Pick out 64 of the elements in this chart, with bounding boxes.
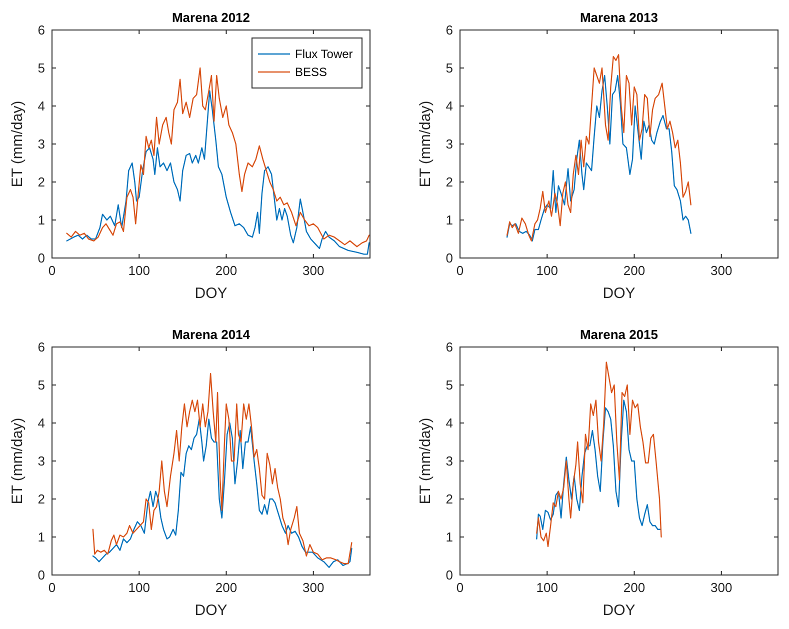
y-tick-label: 3 xyxy=(38,454,45,468)
y-tick-label: 1 xyxy=(38,212,45,228)
y-tick-label: 2 xyxy=(38,492,45,506)
x-tick-label: 200 xyxy=(215,263,238,278)
y-tick-label: 3 xyxy=(446,136,453,152)
y-tick-label: 5 xyxy=(38,60,45,76)
y-tick-label: 5 xyxy=(38,378,45,392)
y-tick-label: 1 xyxy=(446,212,453,228)
x-tick-label: 0 xyxy=(456,580,464,595)
x-tick-label: 200 xyxy=(215,580,238,595)
y-tick-label: 0 xyxy=(446,250,453,266)
line-series xyxy=(536,362,662,548)
y-tick-label: 4 xyxy=(38,416,45,430)
y-axis-title: ET (mm/day) xyxy=(417,418,434,504)
y-axis-title: ET (mm/day) xyxy=(9,418,26,504)
y-tick-label: 1 xyxy=(38,530,45,544)
chart-title: Marena 2015 xyxy=(580,327,658,342)
line-series xyxy=(66,67,370,248)
chart-title: Marena 2012 xyxy=(172,10,250,25)
line-series xyxy=(92,418,352,568)
x-axis-title: DOY xyxy=(194,602,228,619)
x-tick-label: 200 xyxy=(623,263,646,278)
x-tick-label: 100 xyxy=(536,263,558,278)
line-series xyxy=(92,373,352,564)
y-tick-label: 6 xyxy=(446,22,453,38)
y-tick-label: 6 xyxy=(38,340,45,354)
x-tick-label: 200 xyxy=(623,580,646,595)
line-series xyxy=(66,90,370,255)
x-axis-title: DOY xyxy=(194,285,228,302)
y-tick-label: 5 xyxy=(446,378,453,392)
y-tick-label: 2 xyxy=(38,174,45,190)
x-tick-label: 0 xyxy=(48,580,56,595)
x-tick-label: 300 xyxy=(710,580,732,595)
y-tick-label: 2 xyxy=(446,174,453,190)
y-tick-label: 3 xyxy=(38,136,45,152)
x-tick-label: 0 xyxy=(456,263,464,278)
line-series xyxy=(536,400,661,540)
y-tick-label: 5 xyxy=(446,60,453,76)
y-tick-label: 4 xyxy=(38,98,45,114)
legend-label: BESS xyxy=(295,65,328,79)
y-tick-label: 0 xyxy=(446,568,453,582)
y-axis-title: ET (mm/day) xyxy=(9,100,26,188)
y-tick-label: 4 xyxy=(446,416,453,430)
x-tick-label: 300 xyxy=(302,263,324,278)
y-tick-label: 3 xyxy=(446,454,453,468)
y-tick-label: 0 xyxy=(38,250,45,266)
y-tick-label: 1 xyxy=(446,530,453,544)
x-axis-title: DOY xyxy=(602,602,636,619)
chart-title: Marena 2013 xyxy=(580,10,658,25)
y-tick-label: 6 xyxy=(38,22,45,38)
x-tick-label: 300 xyxy=(710,263,732,278)
x-tick-label: 100 xyxy=(536,580,558,595)
chart-title: Marena 2014 xyxy=(172,327,251,342)
y-tick-label: 6 xyxy=(446,340,453,354)
x-tick-label: 100 xyxy=(128,263,150,278)
x-tick-label: 0 xyxy=(48,263,56,278)
x-axis-title: DOY xyxy=(602,285,636,302)
y-tick-label: 4 xyxy=(446,98,453,114)
y-tick-label: 2 xyxy=(446,492,453,506)
x-tick-label: 100 xyxy=(128,580,150,595)
legend-label: Flux Tower xyxy=(295,47,353,61)
x-tick-label: 300 xyxy=(302,580,324,595)
y-tick-label: 0 xyxy=(38,568,45,582)
y-axis-title: ET (mm/day) xyxy=(417,100,434,188)
